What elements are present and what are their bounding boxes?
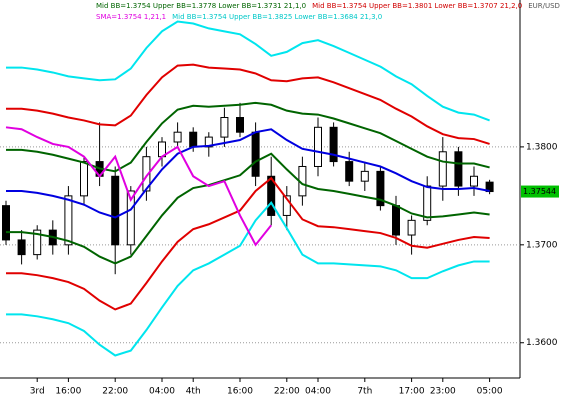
header-line: SMA=1.3754 1,21,1 Mid BB=1.3754 Upper BB=… [96,13,382,21]
x-tick-label: 23:00 [430,387,456,397]
candle-body [189,131,198,148]
candle-body [251,131,260,177]
header-text: Mid BB=1.3754 Upper BB=1.3801 Lower BB=1… [312,2,522,10]
x-tick-label: 04:00 [149,387,175,397]
x-tick-label: 05:00 [477,387,503,397]
header-text: SMA=1.3754 1,21,1 [96,13,166,21]
candle-body [407,219,416,236]
indicator-line [6,176,490,311]
candle-body [454,151,463,187]
x-tick-label: 4th [186,387,201,397]
candle-body [111,175,120,246]
header-line: Mid BB=1.3754 Upper BB=1.3778 Lower BB=1… [96,1,561,10]
candle-body [220,117,229,138]
candle-body [485,181,494,193]
candle-body [236,117,244,133]
indicator-line [6,20,490,122]
last-price-box [521,185,559,198]
x-tick-label: 3rd [30,387,45,397]
indicator-line [6,201,490,357]
candle-body [345,161,354,182]
candle-body [438,151,447,187]
candle-body [360,170,369,182]
candle-body [314,126,322,167]
candle-body [33,229,42,256]
candle-body [80,161,88,197]
indicator-line [6,152,490,265]
indicator-line [6,101,490,173]
header-text: Mid BB=1.3754 Upper BB=1.3825 Lower BB=1… [172,13,382,21]
x-tick-label: 16:00 [227,387,253,397]
candle-body [329,126,338,163]
candle-body [126,190,135,246]
candle-body [392,205,400,236]
candle-body [142,156,151,192]
candle-body [423,185,432,221]
header-text: Mid BB=1.3754 Upper BB=1.3778 Lower BB=1… [96,2,306,10]
last-price-label: 1.37544 [523,187,556,196]
indicator-line [6,63,490,145]
x-tick-label: 17:00 [399,387,425,397]
y-tick-label: 1.3600 [526,338,558,348]
x-tick-label: 16:00 [55,387,81,397]
x-tick-label: 22:00 [274,387,300,397]
x-tick-label: 7th [357,387,372,397]
candle-body [470,175,478,187]
candle-body [173,131,182,143]
x-tick-label: 04:00 [305,387,331,397]
y-tick-label: 1.3800 [526,142,558,152]
indicator-line [6,128,490,219]
candle-body [282,195,291,216]
candle-body [2,205,10,241]
candle-body [64,195,73,246]
candle-body [267,175,276,216]
x-tick-label: 22:00 [102,387,128,397]
y-tick-label: 1.3700 [526,240,558,250]
indicator-line [5,126,272,247]
candle-body [17,239,26,256]
candle-body [376,170,385,207]
header-text: EUR/USD 始値=1.37640 高値=1.37664 安値=1.37517… [528,1,561,10]
